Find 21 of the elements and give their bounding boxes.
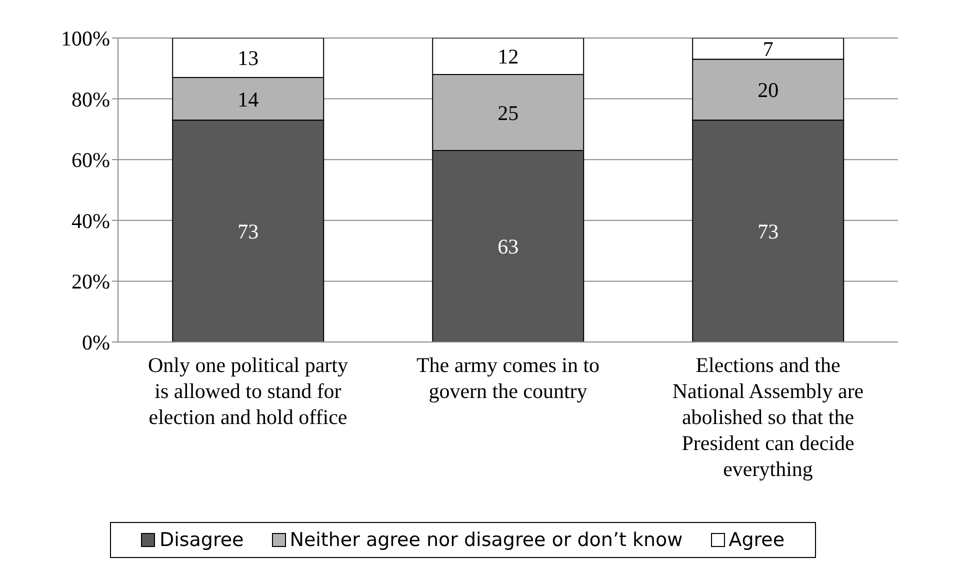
- legend-label: Disagree: [158, 529, 244, 551]
- y-tick-label: 80%: [72, 87, 110, 112]
- y-tick-label: 60%: [72, 148, 110, 172]
- data-label: 25: [498, 100, 519, 125]
- data-label: 73: [238, 219, 259, 244]
- data-label: 63: [498, 234, 519, 259]
- x-tick-label: Only one political party is allowed to stand for election and hold office: [148, 353, 349, 429]
- legend-label: Agree: [728, 529, 785, 551]
- x-tick-label: Elections and the National Assembly are abolished so that the President can decide everything: [672, 353, 864, 481]
- data-label: 20: [758, 78, 779, 102]
- y-tick-label: 20%: [72, 270, 110, 294]
- x-tick-label: The army comes in to govern the country: [416, 353, 600, 403]
- y-tick-label: 0%: [82, 330, 110, 354]
- data-label: 14: [238, 87, 260, 112]
- y-tick-label: 40%: [72, 208, 110, 233]
- data-label: 7: [762, 37, 774, 62]
- y-tick-label: 100%: [61, 26, 110, 50]
- data-label: 73: [758, 219, 779, 244]
- data-label: 12: [498, 44, 519, 69]
- legend-label: Neither agree nor disagree or don’t know: [288, 529, 683, 551]
- data-label: 13: [238, 46, 259, 70]
